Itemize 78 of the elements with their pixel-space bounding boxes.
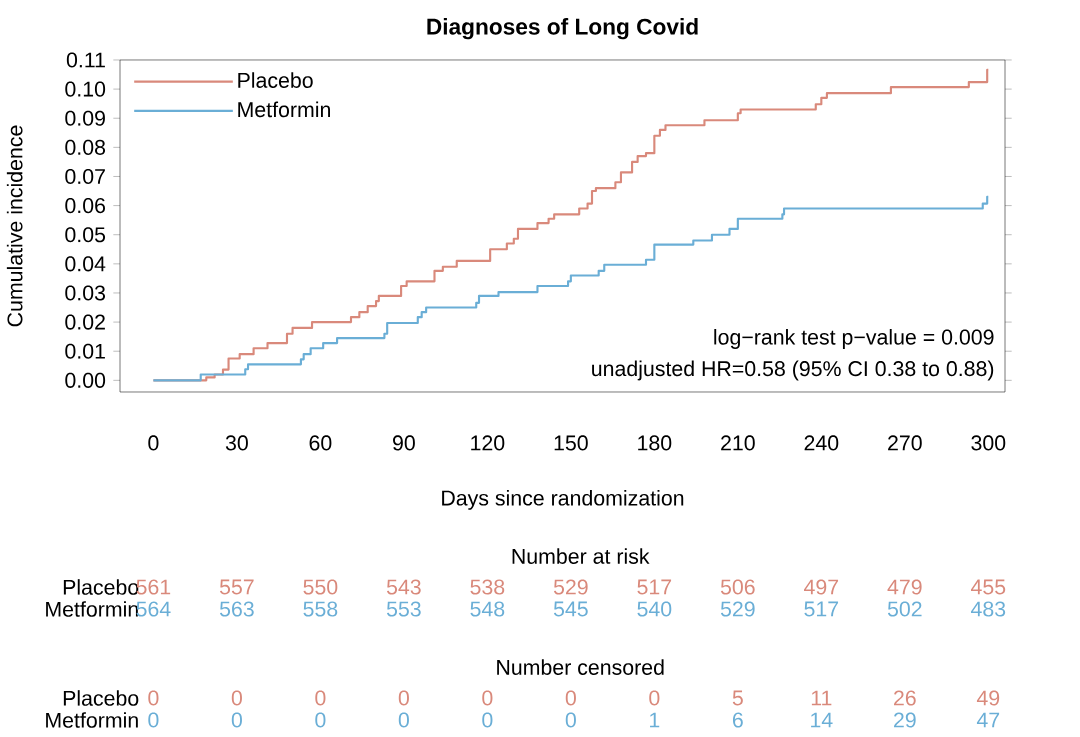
y-tick-label: Placebo	[63, 690, 139, 706]
data-label: 11	[811, 690, 832, 706]
data-label: 0	[482, 690, 493, 706]
data-label: 0	[398, 690, 409, 706]
legend-label: Metformin	[238, 101, 330, 118]
y-tick-label: 0.08	[65, 139, 106, 155]
data-label: 0	[315, 690, 326, 706]
x-tick-label: 60	[309, 435, 332, 451]
data-label: 0	[315, 712, 326, 728]
data-label: 517	[804, 601, 839, 617]
data-label: 14	[811, 712, 833, 728]
data-label: 0	[565, 690, 576, 706]
chart-title: Number at risk	[512, 548, 650, 564]
data-label: 49	[976, 690, 1000, 706]
x-tick-label: 90	[393, 435, 415, 451]
chart-title: Diagnoses of Long Covid	[427, 18, 698, 40]
data-label: 558	[303, 601, 338, 617]
x-tick-label: 30	[225, 435, 248, 451]
y-tick-label: Metformin	[46, 712, 138, 728]
y-tick-label: 0.09	[65, 110, 105, 126]
x-tick-label: 120	[471, 435, 505, 451]
x-tick-label: 180	[638, 435, 672, 451]
data-label: 553	[386, 601, 421, 617]
y-tick-label: 0.00	[65, 372, 106, 388]
data-label: 0	[482, 712, 493, 728]
data-label: 1	[650, 712, 660, 728]
chart-title: Number censored	[497, 659, 664, 675]
data-label: 529	[720, 601, 755, 617]
data-label: 506	[720, 579, 755, 595]
x-tick-label: 0	[148, 435, 159, 451]
data-label: 557	[219, 579, 254, 595]
data-label: 543	[386, 579, 421, 595]
data-label: 0	[565, 712, 576, 728]
annotation: unadjusted HR=0.58 (95% CI 0.38 to 0.88)	[592, 360, 994, 381]
data-label: 483	[970, 601, 1006, 617]
data-label: 564	[136, 601, 171, 617]
data-label: 502	[887, 601, 922, 617]
y-tick-label: 0.03	[65, 285, 106, 301]
data-label: 0	[148, 712, 159, 728]
data-label: 0	[231, 690, 242, 706]
y-tick-label: 0.06	[65, 198, 106, 214]
y-tick-label: 0.05	[65, 227, 106, 243]
y-tick-label: 0.02	[65, 314, 105, 330]
data-label: 550	[303, 579, 338, 595]
data-label: 529	[553, 579, 588, 595]
x-tick-label: 150	[554, 435, 588, 451]
annotation: log−rank test p−value = 0.009	[714, 329, 994, 349]
x-tick-label: 240	[804, 435, 839, 451]
data-label: 47	[976, 712, 1000, 728]
data-label: 26	[894, 690, 916, 706]
data-label: 497	[804, 579, 839, 595]
data-label: 0	[148, 690, 159, 706]
data-label: 6	[732, 712, 743, 728]
data-label: 0	[398, 712, 409, 728]
y-tick-label: 0.10	[65, 81, 106, 97]
x-axis-title: Days since randomization	[442, 489, 684, 510]
y-tick-label: 0.01	[65, 343, 105, 359]
data-label: 5	[732, 690, 743, 706]
x-tick-label: 300	[971, 435, 1006, 451]
y-axis-title: Cumulative incidence	[6, 125, 23, 327]
data-label: 479	[887, 579, 922, 595]
data-label: 540	[637, 601, 672, 617]
data-label: 0	[649, 690, 660, 706]
data-label: 548	[470, 601, 505, 617]
y-tick-label: 0.04	[65, 256, 106, 272]
x-tick-label: 210	[721, 435, 755, 451]
data-label: 0	[231, 712, 242, 728]
data-label: 29	[894, 712, 916, 728]
x-tick-label: 270	[888, 435, 922, 451]
data-label: 517	[637, 579, 672, 595]
y-tick-label: 0.07	[65, 168, 105, 185]
data-label: 545	[553, 601, 588, 617]
data-label: 455	[970, 579, 1006, 595]
data-label: 563	[219, 601, 254, 617]
data-label: 538	[470, 579, 505, 595]
y-tick-label: 0.11	[66, 52, 105, 68]
y-tick-label: Metformin	[46, 601, 138, 617]
legend-label: Placebo	[238, 72, 313, 88]
